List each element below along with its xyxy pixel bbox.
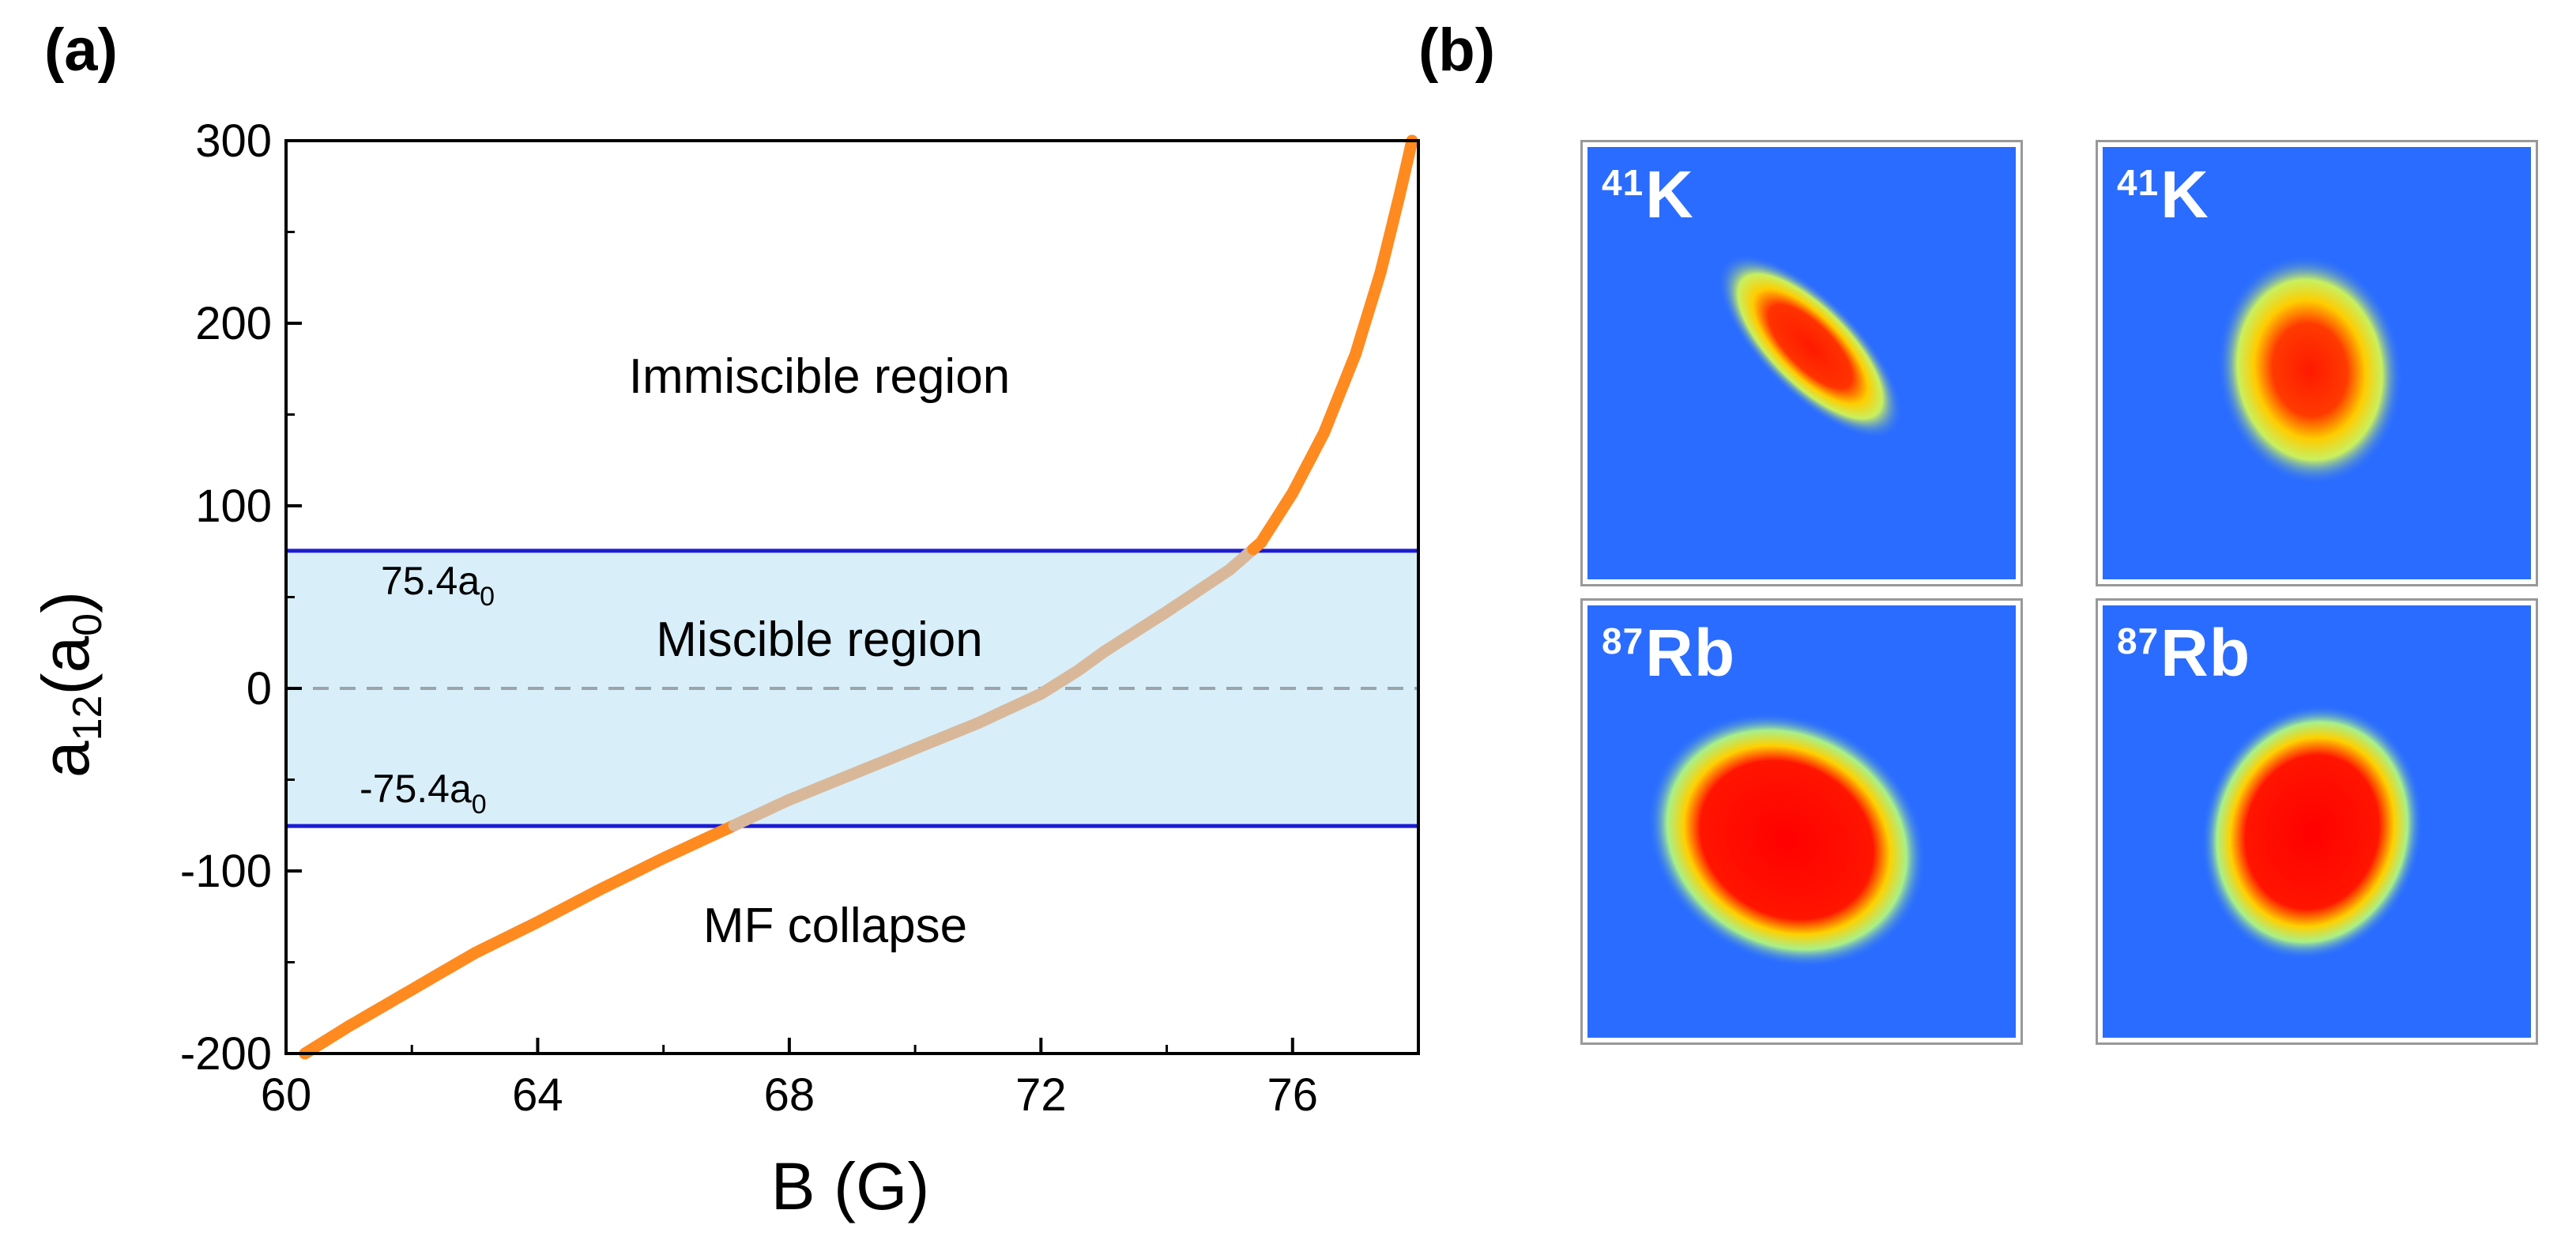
- species-label: 87Rb: [1602, 616, 1736, 690]
- image-rb87-left-field: 87Rb: [1587, 605, 2016, 1038]
- y-axis-title: a12(a0): [28, 591, 111, 778]
- cloud-rb87-right: [2201, 704, 2423, 960]
- y-tick-label: 300: [195, 115, 272, 167]
- curve-segment-2: [1247, 134, 1418, 556]
- y-tick-label: 200: [195, 298, 272, 349]
- image-k41-left-field: 41K: [1587, 147, 2016, 579]
- image-rb87-right-field: 87Rb: [2103, 605, 2531, 1038]
- y-tick-label: -200: [180, 1028, 272, 1080]
- x-tick-label: 60: [261, 1069, 312, 1121]
- region-label-immiscible: Immiscible region: [629, 349, 1010, 404]
- species-label: 41K: [1602, 157, 1694, 232]
- cloud-k41-left: [1718, 254, 1903, 439]
- y-tick-label: -100: [180, 846, 272, 897]
- scattering-length-chart: 60 64 68 72 76 -200 -100 0 100 200 300 Immiscible …: [28, 115, 1420, 1223]
- image-k41-right-field: 41K: [2103, 147, 2531, 579]
- y-tick-label: 100: [195, 481, 272, 532]
- image-k41-left: 41K: [1580, 140, 2023, 586]
- image-rb87-left: 87Rb: [1580, 598, 2023, 1045]
- x-tick-label: 72: [1015, 1069, 1067, 1121]
- species-label: 41K: [2117, 157, 2209, 232]
- image-rb87-right: 87Rb: [2096, 598, 2538, 1045]
- x-tick-label: 76: [1267, 1069, 1319, 1121]
- curve-segment-1: [728, 543, 1260, 831]
- y-tick-label: 0: [247, 663, 272, 714]
- x-tick-label: 68: [764, 1069, 815, 1121]
- x-axis-title: B (G): [771, 1149, 930, 1223]
- region-label-miscible: Miscible region: [656, 613, 983, 667]
- band-upper-label: 75.4a0: [381, 559, 495, 612]
- curve-segment-0: [299, 819, 740, 1060]
- species-label: 87Rb: [2117, 616, 2251, 690]
- panel-label-a: (a): [44, 17, 118, 84]
- cloud-k41-right: [2216, 254, 2403, 485]
- image-k41-right: 41K: [2096, 140, 2538, 586]
- band-lower-label: -75.4a0: [360, 767, 487, 820]
- region-label-collapse: MF collapse: [703, 899, 967, 953]
- x-tick-label: 64: [512, 1069, 563, 1121]
- cloud-rb87-left: [1648, 712, 1926, 967]
- panel-label-b: (b): [1418, 17, 1496, 84]
